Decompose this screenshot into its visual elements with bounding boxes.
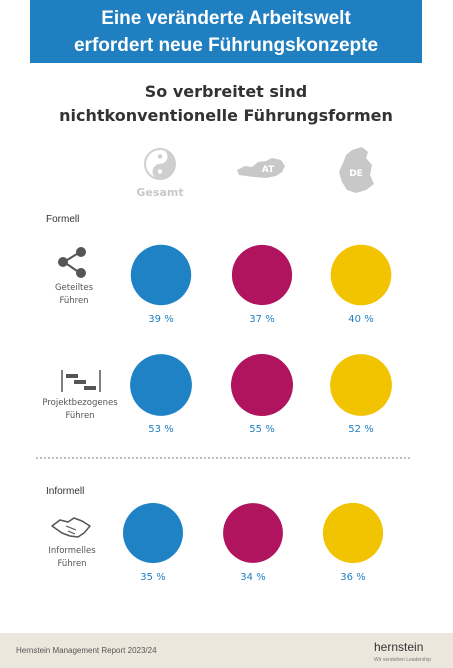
footer-band [0,633,453,668]
share-icon [58,247,86,278]
section-label-informell: Informell [46,486,84,497]
row-label-geteiltes-line1: Geteiltes [55,283,94,293]
bubble-0-0 [130,244,192,306]
bubble-1-2 [330,354,392,416]
bubble-1-0 [130,354,192,416]
column-label-de: DE [349,169,363,179]
header-band [30,0,422,63]
yin-yang-icon [144,148,176,180]
bubble-grid: 39 % 37 % 40 % 53 % 55 % 52 % 35 % 34 % 36 % [123,244,392,583]
footer-brand-logo: hernstein [374,640,423,654]
row-label-informelles-line2: Führen [57,559,86,569]
value-label-0-1: 37 % [249,314,274,325]
handshake-icon [51,517,91,538]
bubble-2-0 [123,503,183,563]
row-label-projekt-line2: Führen [65,411,94,421]
value-label-1-1: 55 % [249,424,274,435]
gantt-icon [61,370,101,392]
subtitle-line1: So verbreitet sind [145,82,308,101]
bubble-2-1 [223,503,283,563]
value-label-2-2: 36 % [340,572,365,583]
footer-report-label: Hernstein Management Report 2023/24 [16,646,157,655]
value-label-2-0: 35 % [140,572,165,583]
header-title-line1: Eine veränderte Arbeitswelt [101,8,351,29]
subtitle-line2: nichtkonventionelle Führungsformen [59,106,393,125]
germany-map-icon [339,147,374,193]
austria-map-icon [237,158,285,178]
section-label-formell: Formell [46,214,79,225]
bubble-0-2 [330,244,392,306]
bubble-0-1 [231,244,293,306]
column-label-gesamt: Gesamt [136,186,183,199]
header-title-line2: erfordert neue Führungskonzepte [74,35,378,56]
row-label-geteiltes-line2: Führen [59,296,88,306]
bubble-2-2 [322,502,384,564]
row-label-projekt-line1: Projektbezogenes [42,398,118,408]
value-label-1-2: 52 % [348,424,373,435]
value-label-2-1: 34 % [240,572,265,583]
value-label-0-2: 40 % [348,314,373,325]
bubble-1-1 [231,354,293,416]
value-label-0-0: 39 % [148,314,173,325]
footer-tagline: Wir verstehen Leadership [374,657,431,663]
column-label-at: AT [262,165,275,175]
row-label-informelles-line1: Informelles [48,546,96,556]
value-label-1-0: 53 % [148,424,173,435]
